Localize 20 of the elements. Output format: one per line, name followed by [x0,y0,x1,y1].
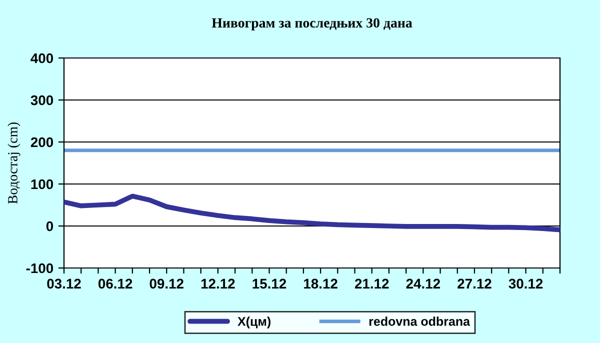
x-tick-label: 24.12 [406,278,440,288]
y-tick-label: 0 [46,221,54,232]
chart-title: Нивограм за последњих 30 дана [212,18,412,30]
x-tick-label: 21.12 [354,278,389,288]
x-tick-label: 18.12 [304,278,338,289]
y-tick-label: -100 [26,263,54,274]
x-tick-label: 09.12 [150,278,184,289]
y-tick-label: 400 [30,53,54,64]
x-tick-label: 30.12 [508,278,543,289]
y-axis-title: Водостај (cm) [8,122,20,204]
x-tick-label: 27.12 [458,278,492,288]
y-tick-label: 300 [30,95,54,106]
legend-label: redovna odbrana [369,316,470,326]
legend-label: X(цм) [238,316,270,328]
x-tick-label: 15.12 [252,278,286,289]
x-tick-label: 03.12 [47,278,81,289]
y-tick-label: 200 [30,137,54,148]
x-tick-label: 06.12 [98,278,132,289]
y-tick-label: 100 [31,179,54,190]
x-tick-label: 12.12 [201,278,235,288]
